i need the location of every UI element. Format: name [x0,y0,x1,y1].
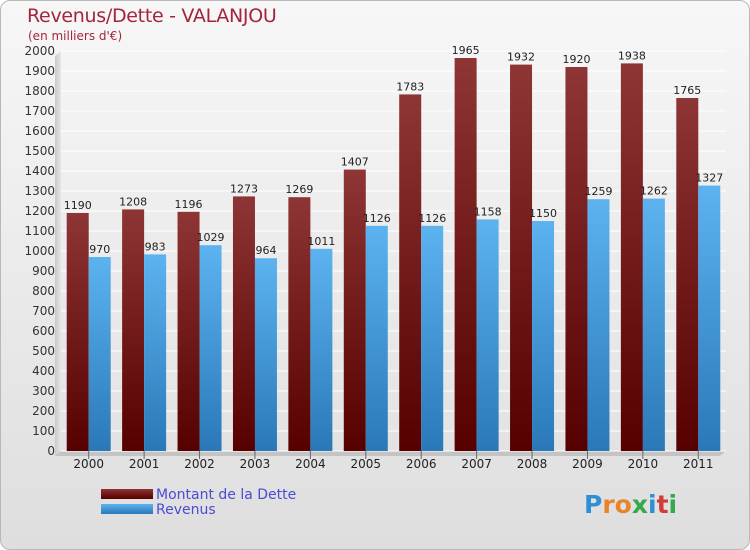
y-tick-label: 1000 [24,244,55,258]
data-label-revenus: 970 [89,243,110,256]
data-label-revenus: 1262 [640,185,668,198]
data-label-revenus: 1327 [695,172,723,185]
bar-dette [288,197,311,451]
y-tick-label: 1400 [24,164,55,178]
bar-revenus [642,198,665,451]
x-tick-label: 2011 [683,457,714,471]
data-label-dette: 1932 [507,51,535,64]
data-label-revenus: 1126 [418,212,446,225]
bar-revenus [88,257,111,451]
data-label-revenus: 983 [145,240,166,253]
y-tick-label: 700 [32,304,55,318]
bar-revenus [532,221,555,451]
x-tick-label: 2005 [351,457,382,471]
logo-letter: t [656,490,669,519]
data-label-revenus: 1029 [197,231,225,244]
bar-dette [676,98,699,451]
y-tick-label: 1100 [24,224,55,238]
data-label-revenus: 1011 [307,235,335,248]
y-tick-label: 200 [32,404,55,418]
y-tick-label: 300 [32,384,55,398]
x-tick-label: 2001 [129,457,160,471]
logo-letter: x [631,490,648,519]
y-tick-label: 900 [32,264,55,278]
y-tick-label: 600 [32,324,55,338]
bar-revenus [698,185,721,451]
bar-dette [399,94,422,452]
data-label-revenus: 1126 [363,212,391,225]
y-tick-label: 800 [32,284,55,298]
y-tick-label: 2000 [24,44,55,58]
data-label-revenus: 1259 [584,185,612,198]
y-tick-label: 1700 [24,104,55,118]
y-tick-label: 1200 [24,204,55,218]
data-label-dette: 1765 [673,84,701,97]
data-label-dette: 1920 [562,53,590,66]
legend-swatch-dette [101,489,153,499]
bar-dette [66,213,89,451]
data-label-dette: 1196 [175,198,203,211]
bar-dette [232,196,255,451]
x-tick-label: 2000 [73,457,104,471]
chart-left-wall [55,51,61,456]
legend-label-dette: Montant de la Dette [156,487,297,503]
x-tick-label: 2003 [240,457,271,471]
bar-revenus [254,258,277,451]
data-label-dette: 1208 [119,195,147,208]
y-tick-label: 0 [47,444,55,458]
legend-label-revenus: Revenus [156,502,216,518]
x-tick-label: 2006 [406,457,437,471]
x-tick-label: 2010 [628,457,659,471]
x-tick-label: 2009 [572,457,603,471]
logo-letter: r [602,490,615,519]
data-label-dette: 1407 [341,156,369,169]
y-tick-label: 400 [32,364,55,378]
logo-letter: P [584,490,603,519]
bar-dette [565,67,588,451]
data-label-revenus: 1150 [529,207,557,220]
y-tick-label: 1600 [24,124,55,138]
bar-revenus [365,225,388,451]
data-label-dette: 1783 [396,80,424,93]
y-tick-label: 500 [32,344,55,358]
x-tick-label: 2007 [461,457,492,471]
y-tick-label: 1300 [24,184,55,198]
y-tick-label: 1500 [24,144,55,158]
logo-letter: i [668,490,678,519]
bar-dette [454,58,477,451]
bar-dette [510,64,533,451]
bar-revenus [476,219,499,451]
y-tick-label: 1900 [24,64,55,78]
data-label-dette: 1190 [64,199,92,212]
data-label-revenus: 1158 [474,205,502,218]
data-label-dette: 1269 [285,183,313,196]
x-tick-label: 2004 [295,457,326,471]
logo-letter: i [648,490,657,519]
data-label-dette: 1273 [230,182,258,195]
proxiti-logo: Proxiti [584,490,677,519]
bar-revenus [144,254,167,451]
chart-title: Revenus/Dette - VALANJOU [27,5,277,27]
logo-letter: o [614,490,632,519]
y-tick-label: 100 [32,424,55,438]
x-tick-label: 2002 [184,457,215,471]
bar-revenus [587,199,610,451]
bar-revenus [421,225,444,451]
chart-subtitle: (en milliers d'€) [28,29,123,43]
bar-dette [122,209,145,451]
chart-floor [55,451,726,456]
bar-dette [620,63,643,452]
bar-dette [177,211,200,451]
data-label-dette: 1965 [452,44,480,57]
bar-revenus [310,248,333,451]
data-label-revenus: 964 [255,244,276,257]
data-label-dette: 1938 [618,49,646,62]
legend-swatch-revenus [101,504,153,514]
bar-dette [343,169,366,451]
bar-revenus [199,245,222,451]
y-tick-label: 1800 [24,84,55,98]
x-tick-label: 2008 [517,457,548,471]
